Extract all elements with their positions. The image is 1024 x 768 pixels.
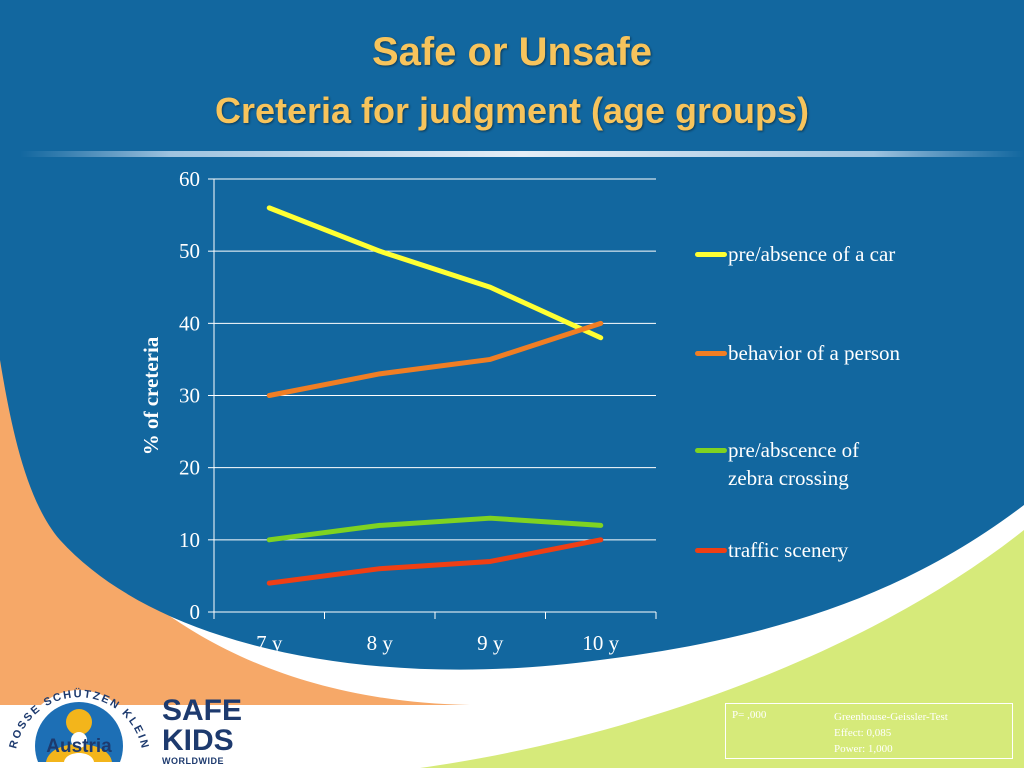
series-line-1 [266, 205, 604, 341]
legend-swatch [695, 351, 727, 356]
y-tick-label: 30 [179, 384, 200, 408]
y-tick-label: 50 [179, 239, 200, 263]
x-tick-label: 10 y [582, 631, 619, 655]
legend-label: behavior of a person [728, 341, 901, 365]
legend-item: pre/absence of a car [695, 240, 938, 268]
chart-series [266, 205, 604, 586]
stats-p-value: P= ,000 [732, 709, 767, 721]
legend-item: traffic scenery [695, 536, 938, 564]
statistics-box: P= ,000 Greenhouse-Geissler-Test Effect:… [725, 703, 1013, 759]
chart-axes [208, 178, 657, 619]
safekids-line-2: KIDS [162, 724, 234, 757]
slide-subtitle: Creteria for judgment (age groups) [214, 90, 810, 131]
grosse-schuetzen-kleine-logo: GROSSE SCHÜTZEN KLEINE Austria [4, 650, 149, 762]
series-line-3 [266, 515, 604, 543]
legend-swatch [695, 448, 727, 453]
stats-test-name: Greenhouse-Geissler-Test [834, 711, 948, 723]
green-swoosh [420, 530, 1024, 768]
stats-effect: Effect: 0,085 [834, 727, 892, 739]
x-tick-label: 9 y [477, 631, 504, 655]
legend-label: pre/abscence of zebra crossing [728, 438, 860, 490]
orange-swoosh [0, 340, 470, 705]
y-tick-labels: 0 10 20 30 40 50 60 [179, 167, 200, 624]
legend-label: traffic scenery [728, 538, 849, 562]
series-line-4 [266, 537, 604, 586]
legend-label: pre/absence of a car [728, 242, 896, 266]
y-tick-label: 40 [179, 311, 200, 335]
safekids-line-1: SAFE [162, 694, 243, 727]
y-tick-label: 20 [179, 456, 200, 480]
legend-item: pre/abscence of zebra crossing [695, 436, 938, 492]
x-tick-labels: 7 y 8 y 9 y 10 y [256, 631, 620, 655]
title-underline [20, 151, 1024, 157]
slide-title: Safe or Unsafe [371, 30, 653, 74]
legend-swatch [695, 252, 727, 257]
gsk-country-text: Austria [46, 736, 112, 757]
stats-power: Power: 1,000 [834, 743, 893, 755]
legend-swatch [695, 548, 727, 553]
blue-panel [0, 0, 1024, 670]
y-tick-label: 60 [179, 167, 200, 191]
safe-kids-worldwide-logo: SAFE KIDS WORLDWIDE [162, 694, 243, 767]
safekids-line-3: WORLDWIDE [162, 756, 224, 766]
x-tick-label: 7 y [256, 631, 283, 655]
y-tick-label: 0 [190, 600, 201, 624]
x-tick-label: 8 y [367, 631, 394, 655]
y-tick-label: 10 [179, 528, 200, 552]
chart-gridlines [214, 178, 656, 541]
legend-item: behavior of a person [695, 339, 938, 367]
y-axis-label: % of creteria [139, 336, 163, 455]
series-line-2 [266, 320, 604, 398]
